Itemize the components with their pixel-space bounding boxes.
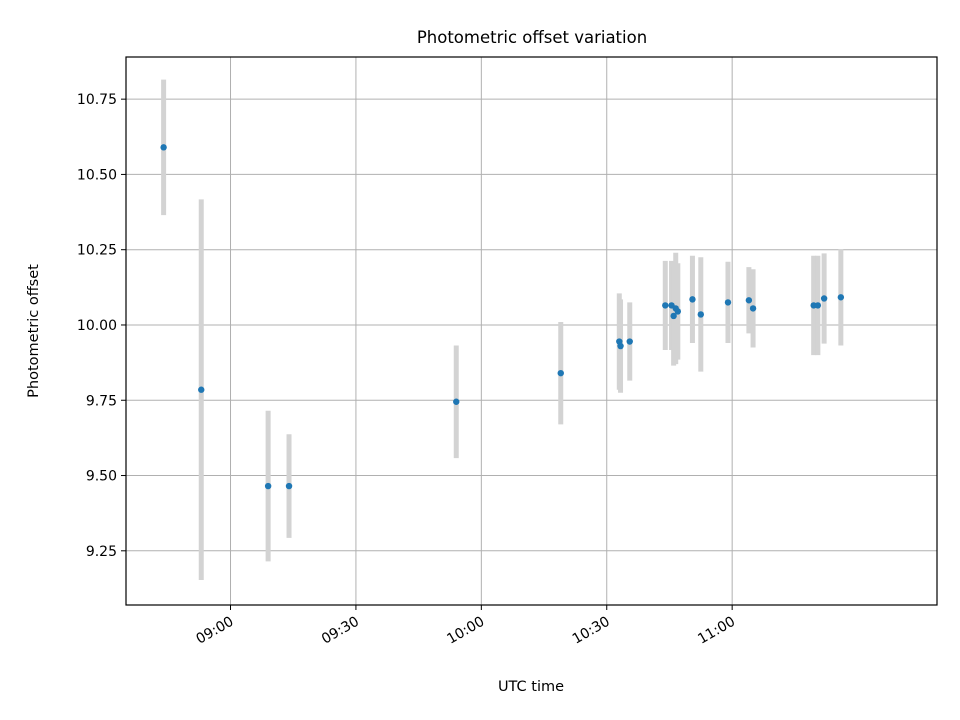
data-point (820, 295, 828, 302)
data-point (453, 398, 460, 405)
y-tick-label: 9.50 (86, 469, 117, 485)
data-point (662, 302, 669, 309)
data-point (689, 296, 696, 303)
data-point (837, 294, 845, 301)
data-point (697, 311, 705, 318)
y-axis-label: Photometric offset (26, 264, 42, 398)
y-tick-label: 10.75 (77, 92, 117, 108)
x-axis-label: UTC time (498, 679, 564, 695)
y-tick-label: 10.50 (77, 167, 117, 183)
data-point (264, 482, 272, 490)
y-tick-label: 9.25 (86, 544, 117, 560)
data-point (626, 338, 633, 345)
y-tick-label: 9.75 (86, 393, 117, 409)
y-axis: 9.25 9.50 9.75 10.00 10.25 10.50 10.75 (77, 92, 126, 560)
data-point (557, 369, 564, 377)
x-axis: 09:00 09:30 10:00 10:30 11:00 (194, 605, 738, 648)
chart-title: Photometric offset variation (417, 28, 647, 47)
data-point (724, 299, 732, 306)
data-point (745, 297, 753, 304)
data-point (285, 482, 293, 490)
data-point (749, 305, 757, 312)
y-tick-label: 10.00 (77, 318, 117, 334)
data-point (198, 386, 205, 393)
data-point (160, 144, 167, 151)
grid (126, 57, 937, 605)
data-point (617, 342, 624, 350)
data-point (674, 308, 682, 315)
plot-frame (125, 56, 938, 606)
data-point (814, 302, 822, 309)
y-tick-label: 10.25 (77, 243, 117, 259)
data-point (670, 312, 677, 320)
data-points (160, 144, 845, 490)
